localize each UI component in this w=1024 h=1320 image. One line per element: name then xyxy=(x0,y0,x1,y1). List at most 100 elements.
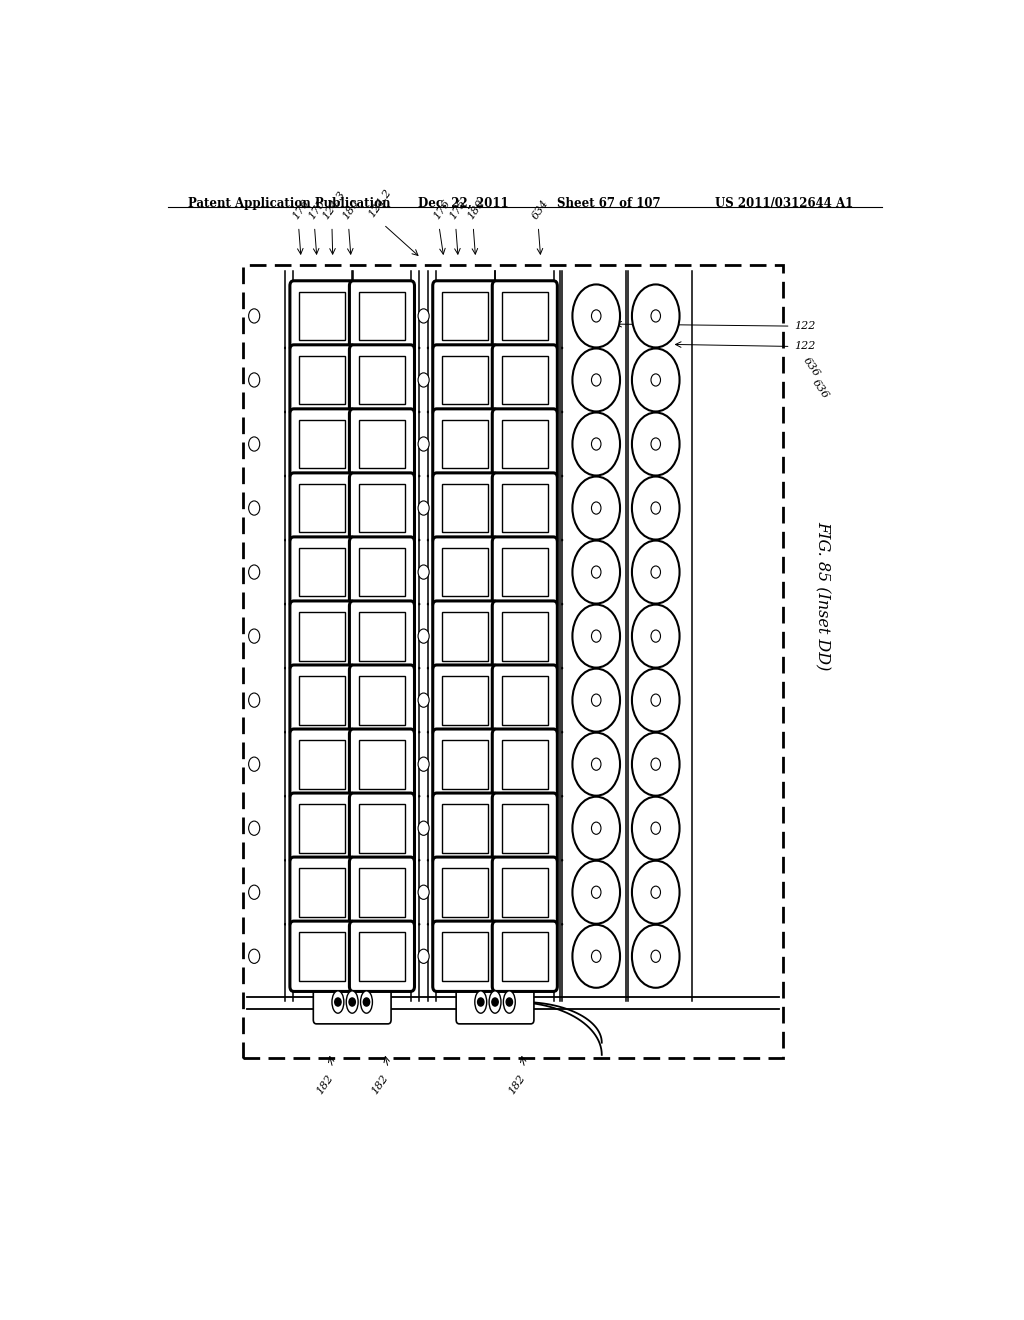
FancyBboxPatch shape xyxy=(290,857,355,928)
FancyBboxPatch shape xyxy=(502,611,548,660)
Circle shape xyxy=(592,438,601,450)
FancyBboxPatch shape xyxy=(299,804,345,853)
Circle shape xyxy=(418,630,429,643)
Ellipse shape xyxy=(632,669,680,731)
Ellipse shape xyxy=(489,991,501,1014)
FancyBboxPatch shape xyxy=(433,601,498,672)
FancyBboxPatch shape xyxy=(349,793,415,863)
FancyBboxPatch shape xyxy=(502,292,548,341)
FancyBboxPatch shape xyxy=(359,804,404,853)
Circle shape xyxy=(418,437,429,451)
Text: 180: 180 xyxy=(465,198,485,222)
Circle shape xyxy=(249,630,260,643)
FancyBboxPatch shape xyxy=(290,473,355,544)
FancyBboxPatch shape xyxy=(442,420,488,469)
FancyBboxPatch shape xyxy=(433,729,498,800)
Text: 124.3: 124.3 xyxy=(322,190,347,222)
Circle shape xyxy=(592,374,601,385)
FancyBboxPatch shape xyxy=(290,601,355,672)
FancyBboxPatch shape xyxy=(349,601,415,672)
FancyBboxPatch shape xyxy=(493,793,557,863)
Circle shape xyxy=(249,565,260,579)
Circle shape xyxy=(592,886,601,899)
FancyBboxPatch shape xyxy=(442,292,488,341)
Text: 175: 175 xyxy=(447,198,468,222)
Circle shape xyxy=(506,998,512,1006)
Circle shape xyxy=(651,950,660,962)
Text: 124.2: 124.2 xyxy=(367,187,393,219)
Circle shape xyxy=(651,822,660,834)
FancyBboxPatch shape xyxy=(290,793,355,863)
FancyBboxPatch shape xyxy=(290,345,355,416)
FancyBboxPatch shape xyxy=(502,420,548,469)
FancyBboxPatch shape xyxy=(359,483,404,532)
Circle shape xyxy=(651,886,660,899)
Text: 122: 122 xyxy=(795,321,816,331)
Ellipse shape xyxy=(475,991,486,1014)
Text: 182: 182 xyxy=(314,1073,335,1097)
FancyBboxPatch shape xyxy=(313,981,391,1024)
FancyBboxPatch shape xyxy=(359,548,404,597)
Text: 636: 636 xyxy=(811,378,830,401)
FancyBboxPatch shape xyxy=(349,281,415,351)
FancyBboxPatch shape xyxy=(493,921,557,991)
FancyBboxPatch shape xyxy=(493,665,557,735)
Ellipse shape xyxy=(632,413,680,475)
Ellipse shape xyxy=(504,991,515,1014)
FancyBboxPatch shape xyxy=(349,409,415,479)
FancyBboxPatch shape xyxy=(299,867,345,916)
FancyBboxPatch shape xyxy=(493,601,557,672)
Circle shape xyxy=(492,998,499,1006)
Text: US 2011/0312644 A1: US 2011/0312644 A1 xyxy=(715,197,854,210)
FancyBboxPatch shape xyxy=(290,921,355,991)
Text: Patent Application Publication: Patent Application Publication xyxy=(187,197,390,210)
Circle shape xyxy=(249,500,260,515)
Circle shape xyxy=(651,310,660,322)
Circle shape xyxy=(592,950,601,962)
FancyBboxPatch shape xyxy=(442,739,488,788)
Ellipse shape xyxy=(632,733,680,796)
FancyBboxPatch shape xyxy=(493,281,557,351)
Ellipse shape xyxy=(632,925,680,987)
Circle shape xyxy=(651,374,660,385)
Ellipse shape xyxy=(632,541,680,603)
FancyBboxPatch shape xyxy=(502,804,548,853)
Text: 176: 176 xyxy=(431,198,452,222)
FancyBboxPatch shape xyxy=(442,483,488,532)
FancyBboxPatch shape xyxy=(493,857,557,928)
FancyBboxPatch shape xyxy=(349,857,415,928)
FancyBboxPatch shape xyxy=(433,281,498,351)
Circle shape xyxy=(418,309,429,323)
Circle shape xyxy=(249,949,260,964)
Ellipse shape xyxy=(572,733,620,796)
FancyBboxPatch shape xyxy=(299,483,345,532)
Circle shape xyxy=(335,998,341,1006)
Circle shape xyxy=(651,566,660,578)
Circle shape xyxy=(249,309,260,323)
Ellipse shape xyxy=(632,605,680,668)
Text: 182: 182 xyxy=(370,1073,390,1097)
Circle shape xyxy=(651,758,660,771)
FancyBboxPatch shape xyxy=(433,409,498,479)
FancyBboxPatch shape xyxy=(299,292,345,341)
FancyBboxPatch shape xyxy=(299,548,345,597)
FancyBboxPatch shape xyxy=(359,676,404,725)
FancyBboxPatch shape xyxy=(502,483,548,532)
Circle shape xyxy=(418,372,429,387)
FancyBboxPatch shape xyxy=(299,611,345,660)
Text: 634: 634 xyxy=(530,198,551,222)
Circle shape xyxy=(249,372,260,387)
Ellipse shape xyxy=(346,991,358,1014)
FancyBboxPatch shape xyxy=(493,345,557,416)
FancyBboxPatch shape xyxy=(299,420,345,469)
Ellipse shape xyxy=(632,284,680,347)
Circle shape xyxy=(418,821,429,836)
FancyBboxPatch shape xyxy=(349,345,415,416)
FancyBboxPatch shape xyxy=(349,665,415,735)
FancyBboxPatch shape xyxy=(359,611,404,660)
Ellipse shape xyxy=(572,413,620,475)
Ellipse shape xyxy=(572,861,620,924)
Circle shape xyxy=(592,630,601,643)
FancyBboxPatch shape xyxy=(290,729,355,800)
FancyBboxPatch shape xyxy=(442,804,488,853)
